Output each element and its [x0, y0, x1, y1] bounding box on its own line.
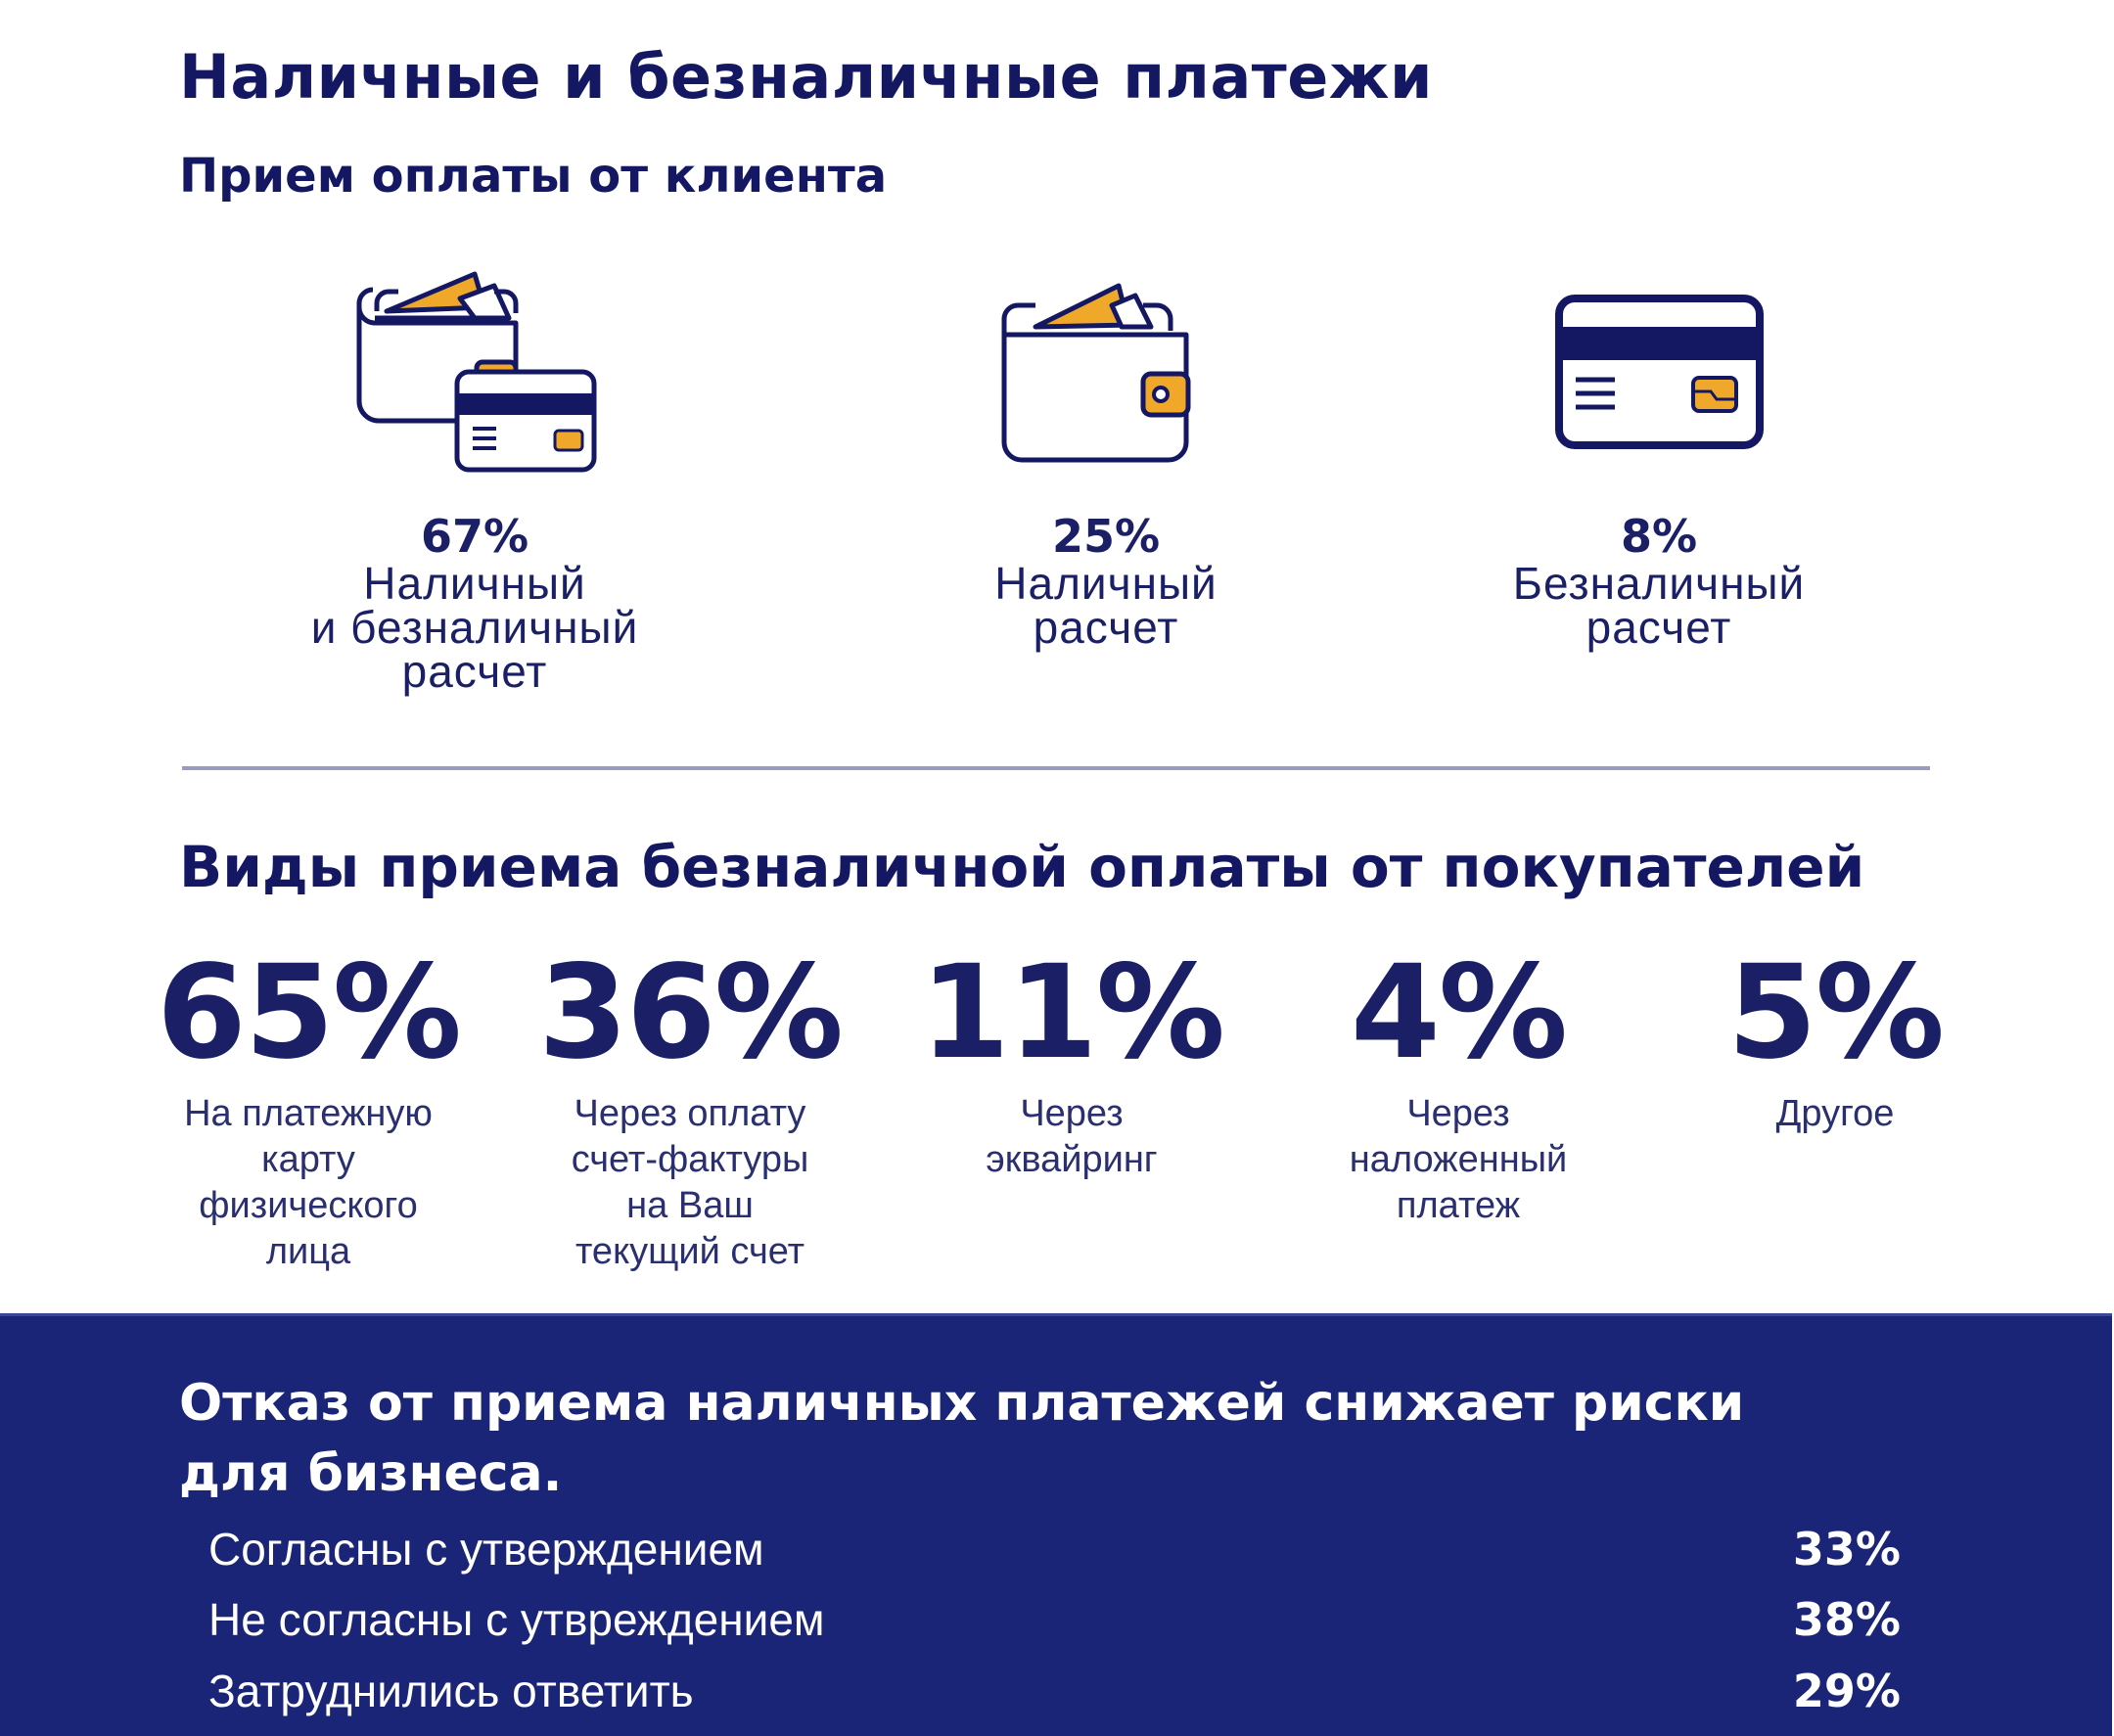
cashless-type-percent: 65%	[157, 937, 462, 1088]
cashless-type-label: Другое	[1775, 1093, 1895, 1134]
page-title: Наличные и безналичные платежи	[179, 41, 1433, 113]
credit-card-icon	[1555, 295, 1764, 449]
cashless-type-card: 36% Через оплату счет-фактуры на Ваш тек…	[533, 944, 847, 1275]
cashless-type-card: 11% Через эквайринг	[920, 937, 1225, 1183]
cashless-type-label: Через наложенный платеж	[1349, 1093, 1568, 1226]
cashless-type-card: 65% На платежную карту физического лица	[147, 944, 470, 1275]
stat-label: Наличный расчет	[994, 558, 1218, 653]
stat-cash: 25% Наличный расчет	[910, 511, 1302, 650]
stat-label: Наличный и безналичный расчет	[310, 558, 639, 697]
survey-row-label: Согласны с утверждением	[208, 1524, 764, 1575]
stat-percent: 25%	[1051, 510, 1161, 563]
cashless-type-label: Через эквайринг	[986, 1093, 1158, 1180]
survey-row-value: 33%	[1792, 1523, 1901, 1576]
cashless-type-percent: 11%	[920, 937, 1225, 1088]
section-divider	[182, 766, 1930, 770]
survey-row-value: 38%	[1792, 1593, 1901, 1646]
cashless-type-card: 4% Через наложенный платеж	[1311, 944, 1605, 1229]
stat-percent: 8%	[1620, 510, 1698, 563]
cashless-type-percent: 36%	[538, 937, 844, 1088]
stat-cashless: 8% Безналичный расчет	[1448, 511, 1869, 650]
survey-row-value: 29%	[1792, 1665, 1901, 1717]
wallet-icon	[1001, 283, 1191, 463]
cashless-type-percent: 5%	[1726, 937, 1945, 1088]
stat-label: Безналичный расчет	[1512, 558, 1806, 653]
survey-band	[0, 1313, 2112, 1736]
cashless-type-label: На платежную карту физического лица	[184, 1093, 433, 1272]
stat-percent: 67%	[420, 510, 529, 563]
cashless-type-percent: 4%	[1350, 937, 1568, 1088]
section-subtitle: Прием оплаты от клиента	[179, 149, 888, 204]
survey-row-label: Затруднились ответить	[208, 1666, 694, 1716]
stat-cash-and-cashless: 67% Наличный и безналичный расчет	[274, 511, 675, 694]
cashless-type-card: 5% Другое	[1703, 944, 1967, 1137]
survey-row-label: Не согласны с утвреждением	[208, 1594, 825, 1645]
wallet-and-card-icon	[356, 271, 597, 473]
survey-heading: Отказ от приема наличных платежей снижае…	[179, 1374, 1745, 1503]
cashless-type-label: Через оплату счет-фактуры на Ваш текущий…	[571, 1093, 809, 1272]
cashless-types-heading: Виды приема безналичной оплаты от покупа…	[179, 834, 1865, 900]
